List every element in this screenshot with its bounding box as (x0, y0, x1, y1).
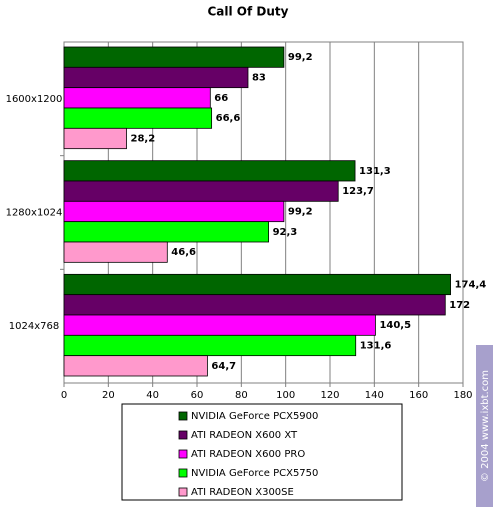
x-tick-label: 180 (453, 390, 472, 401)
value-label: 131,6 (360, 341, 392, 352)
x-tick-label: 40 (146, 390, 159, 401)
x-tick-label: 120 (320, 390, 339, 401)
bar (63, 334, 357, 357)
value-label: 46,6 (171, 247, 196, 258)
bar (63, 46, 285, 68)
legend-label: NVIDIA GeForce PCX5750 (191, 468, 318, 479)
value-label: 174,4 (455, 280, 487, 291)
y-tick-label: 1024x768 (9, 321, 59, 332)
value-label: 131,3 (359, 166, 391, 177)
legend-swatch (178, 411, 188, 421)
value-label: 83 (252, 73, 266, 84)
watermark: © 2004 www.ixbt.com (480, 370, 491, 482)
legend-swatch (178, 468, 188, 478)
bar (63, 180, 339, 202)
value-label: 123,7 (342, 186, 374, 197)
legend (121, 403, 403, 501)
value-label: 99,2 (288, 52, 313, 63)
bar (63, 107, 213, 129)
bar (63, 200, 285, 223)
x-tick-label: 160 (409, 390, 428, 401)
legend-label: ATI RADEON X300SE (191, 487, 294, 498)
legend-label: ATI RADEON X600 PRO (191, 449, 305, 460)
value-label: 140,5 (379, 320, 411, 331)
x-tick-label: 20 (102, 390, 115, 401)
bar (63, 160, 356, 182)
legend-swatch (178, 487, 188, 497)
legend-label: ATI RADEON X600 XT (191, 430, 298, 441)
value-label: 28,2 (131, 134, 156, 145)
x-tick-label: 60 (191, 390, 204, 401)
bar (63, 241, 168, 263)
x-tick-label: 140 (365, 390, 384, 401)
value-label: 92,3 (273, 227, 298, 238)
bar (63, 294, 446, 316)
bar (63, 273, 451, 296)
value-label: 66,6 (216, 113, 241, 124)
value-label: 66 (214, 93, 228, 104)
value-label: 64,7 (211, 361, 236, 372)
x-tick-label: 100 (276, 390, 295, 401)
value-label: 172 (449, 300, 470, 311)
bar (63, 127, 127, 150)
legend-swatch (178, 449, 188, 459)
value-label: 99,2 (288, 207, 313, 218)
legend-swatch (178, 430, 188, 440)
y-tick-label: 1600x1200 (6, 94, 63, 105)
bar (63, 314, 376, 336)
legend-label: NVIDIA GeForce PCX5900 (191, 411, 318, 422)
chart-title: Call Of Duty (208, 5, 289, 19)
bar (63, 221, 269, 243)
bar (63, 66, 249, 89)
watermark-strip (476, 345, 493, 507)
bar (63, 355, 208, 377)
x-tick-label: 80 (235, 390, 248, 401)
bar (63, 87, 211, 109)
y-tick-label: 1280x1024 (6, 208, 63, 219)
x-tick-label: 0 (61, 390, 67, 401)
